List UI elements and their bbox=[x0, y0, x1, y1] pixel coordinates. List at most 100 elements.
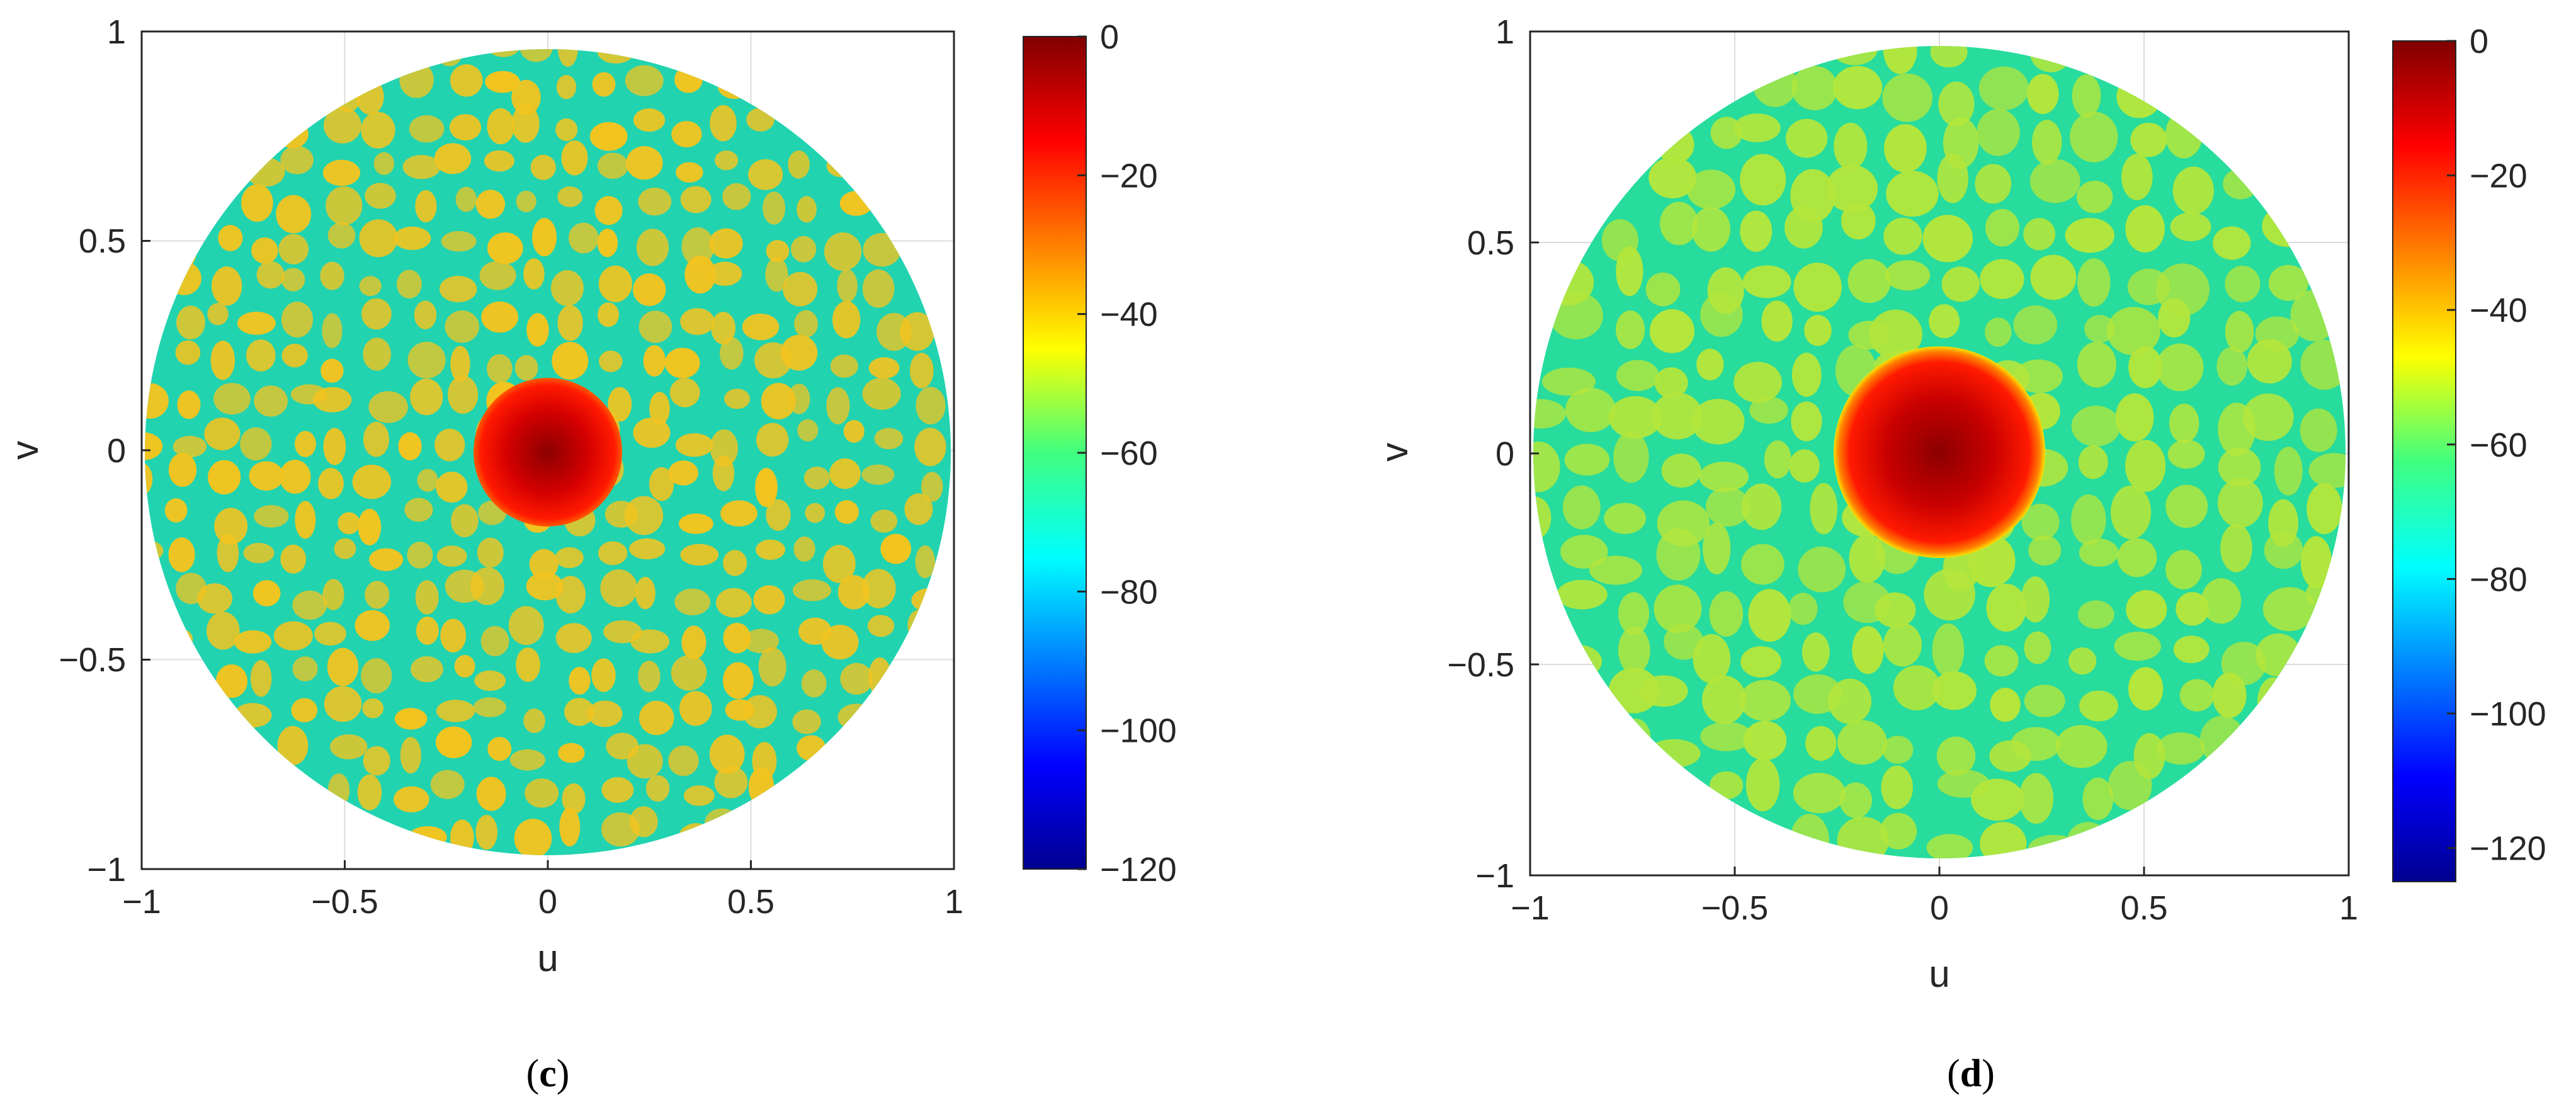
sidelobe-blob bbox=[569, 666, 591, 695]
sidelobe-blob bbox=[470, 567, 504, 605]
y-ticks bbox=[142, 30, 150, 870]
sidelobe-blob bbox=[450, 346, 470, 382]
sidelobe-blob bbox=[629, 538, 666, 560]
sidelobe-blob bbox=[711, 312, 736, 344]
sidelobe-blob bbox=[2126, 589, 2167, 629]
sidelobe-blob bbox=[790, 236, 817, 263]
heatmap-image bbox=[1533, 46, 2346, 858]
sidelobe-blob bbox=[633, 418, 671, 448]
colorbar-ticks: 0 −20 −40 −60 −80 −100 −120 bbox=[1077, 18, 1177, 889]
sidelobe-blob bbox=[279, 460, 311, 494]
sidelobe-blob bbox=[361, 298, 392, 330]
x-tick-label: 1 bbox=[945, 883, 963, 921]
sidelobe-blob bbox=[2115, 393, 2154, 442]
sidelobe-blob bbox=[2069, 111, 2118, 162]
sidelobe-blob bbox=[2023, 218, 2056, 251]
sidelobe-blob bbox=[393, 226, 431, 250]
sidelobe-blob bbox=[1793, 263, 1842, 312]
sidelobe-blob bbox=[2072, 74, 2101, 118]
sidelobe-blob bbox=[629, 806, 658, 838]
x-tick-label: 0.5 bbox=[2120, 889, 2167, 927]
sidelobe-blob bbox=[680, 308, 715, 335]
sidelobe-blob bbox=[1990, 688, 2021, 722]
sidelobe-blob bbox=[1709, 591, 1744, 637]
sidelobe-blob bbox=[709, 228, 743, 259]
sidelobe-blob bbox=[168, 453, 197, 487]
sidelobe-blob bbox=[555, 118, 578, 141]
sidelobe-blob bbox=[2176, 592, 2210, 626]
sidelobe-blob bbox=[1869, 309, 1923, 360]
sidelobe-blob bbox=[417, 469, 438, 492]
colorbar-tick-label: −40 bbox=[2470, 292, 2528, 329]
sidelobe-blob bbox=[1638, 675, 1688, 707]
sidelobe-blob bbox=[436, 545, 467, 567]
sidelobe-blob bbox=[2306, 483, 2342, 535]
sidelobe-blob bbox=[2128, 346, 2162, 389]
sidelobe-blob bbox=[1733, 361, 1782, 403]
colorbar: 0 −20 −40 −60 −80 −100 −120 bbox=[1023, 18, 1177, 889]
sidelobe-blob bbox=[1789, 449, 1820, 483]
sidelobe-blob bbox=[1932, 671, 1977, 710]
sidelobe-blob bbox=[2028, 535, 2062, 566]
sidelobe-blob bbox=[359, 276, 382, 297]
sidelobe-blob bbox=[915, 545, 935, 579]
x-ticks bbox=[1529, 867, 2350, 875]
sidelobe-blob bbox=[1702, 675, 1747, 724]
sidelobe-blob bbox=[365, 581, 390, 609]
sidelobe-blob bbox=[322, 579, 344, 610]
sidelobe-blob bbox=[2014, 359, 2063, 394]
main-lobe bbox=[1834, 346, 2045, 558]
y-tick-label: 1 bbox=[1495, 13, 1514, 51]
sidelobe-blob bbox=[638, 310, 672, 343]
sidelobe-blob bbox=[630, 629, 670, 654]
sidelobe-blob bbox=[1739, 680, 1791, 722]
sidelobe-blob bbox=[334, 538, 356, 559]
sidelobe-blob bbox=[1837, 720, 1888, 765]
sidelobe-blob bbox=[529, 549, 559, 579]
colorbar-tick-label: −60 bbox=[2470, 426, 2528, 464]
panel-caption: (d) bbox=[1947, 1052, 1995, 1095]
sidelobe-blob bbox=[208, 460, 241, 495]
sidelobe-blob bbox=[2130, 122, 2167, 157]
sidelobe-blob bbox=[338, 512, 360, 535]
sidelobe-blob bbox=[1560, 535, 1608, 569]
x-tick-label: −1 bbox=[122, 883, 161, 921]
sidelobe-blob bbox=[473, 697, 506, 717]
sidelobe-blob bbox=[1929, 304, 1960, 339]
sidelobe-blob bbox=[173, 436, 207, 458]
sidelobe-blob bbox=[516, 647, 540, 682]
sidelobe-blob bbox=[914, 428, 946, 467]
colorbar: 0 −20 −40 −60 −80 −100 −120 bbox=[2392, 23, 2546, 882]
sidelobe-blob bbox=[1691, 207, 1731, 252]
sidelobe-blob bbox=[256, 261, 285, 289]
sidelobe-blob bbox=[2082, 777, 2114, 821]
sidelobe-blob bbox=[832, 301, 861, 339]
sidelobe-blob bbox=[322, 313, 343, 348]
sidelobe-blob bbox=[555, 576, 586, 614]
sidelobe-blob bbox=[1839, 782, 1873, 819]
sidelobe-blob bbox=[822, 545, 856, 583]
sidelobe-blob bbox=[758, 647, 786, 687]
sidelobe-blob bbox=[1700, 292, 1743, 337]
sidelobe-blob bbox=[1613, 431, 1649, 483]
sidelobe-blob bbox=[2262, 587, 2315, 632]
sidelobe-blob bbox=[145, 462, 153, 496]
sidelobe-blob bbox=[550, 270, 584, 306]
sidelobe-blob bbox=[327, 647, 359, 686]
sidelobe-blob bbox=[669, 378, 700, 407]
sidelobe-blob bbox=[1703, 522, 1731, 575]
sidelobe-blob bbox=[487, 354, 513, 384]
sidelobe-blob bbox=[441, 230, 477, 252]
sidelobe-blob bbox=[1541, 367, 1596, 396]
sidelobe-blob bbox=[1986, 584, 2027, 632]
sidelobe-blob bbox=[415, 580, 439, 615]
sidelobe-blob bbox=[2300, 408, 2337, 452]
sidelobe-blob bbox=[2077, 258, 2111, 307]
sidelobe-blob bbox=[2079, 538, 2119, 567]
sidelobe-blob bbox=[743, 628, 780, 654]
sidelobe-blob bbox=[475, 190, 506, 219]
colorbar-tick-label: 0 bbox=[1100, 18, 1119, 56]
sidelobe-blob bbox=[252, 580, 281, 606]
sidelobe-blob bbox=[719, 337, 744, 370]
sidelobe-blob bbox=[714, 150, 739, 171]
